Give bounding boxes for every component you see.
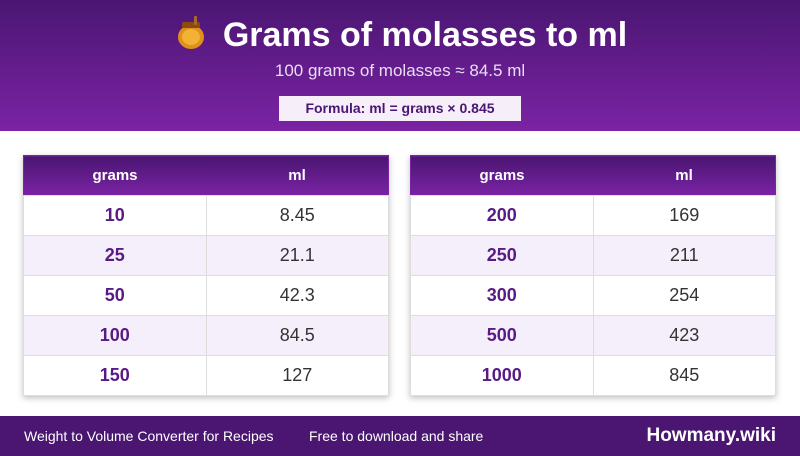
- column-header: ml: [593, 155, 776, 196]
- cell: 845: [592, 355, 776, 396]
- header: Grams of molasses to ml 100 grams of mol…: [0, 0, 800, 131]
- cell: 100: [23, 315, 207, 356]
- column-header: grams: [23, 155, 206, 196]
- cell: 84.5: [205, 315, 389, 356]
- row: 10 8.45: [23, 195, 389, 236]
- cell: 250: [410, 235, 594, 276]
- cell: 50: [23, 275, 207, 316]
- row: 250 211: [410, 235, 776, 276]
- table: grams ml 200 169 250 211 300 254 500 423 1000 845: [410, 155, 776, 396]
- cell: 127: [205, 355, 389, 396]
- header-row: grams ml: [410, 155, 776, 196]
- formula: Formula: ml = grams × 0.845: [279, 96, 521, 121]
- cell: 300: [410, 275, 594, 316]
- footer: Weight to Volume Converter for Recipes F…: [0, 416, 800, 456]
- honey-pot-icon: [177, 16, 204, 49]
- cell: 10: [23, 195, 207, 236]
- cell: 42.3: [205, 275, 389, 316]
- subtitle: 100 grams of molasses ≈ 84.5 ml: [274, 61, 526, 80]
- header-row: grams ml: [23, 155, 389, 196]
- title: Grams of molasses to ml: [222, 16, 628, 54]
- cell: 254: [592, 275, 776, 316]
- cell: 25: [23, 235, 207, 276]
- cell: 211: [592, 235, 776, 276]
- row: 200 169: [410, 195, 776, 236]
- row: 150 127: [23, 355, 389, 396]
- cell: 169: [592, 195, 776, 236]
- cell: 150: [23, 355, 207, 396]
- cell: 200: [410, 195, 594, 236]
- title-row: Grams of molasses to ml: [0, 14, 800, 56]
- footer-text: Free to download and share: [309, 428, 484, 444]
- cell: 21.1: [205, 235, 389, 276]
- row: 50 42.3: [23, 275, 389, 316]
- row: 500 423: [410, 315, 776, 356]
- cell: 8.45: [205, 195, 389, 236]
- table: grams ml 10 8.45 25 21.1 50 42.3 100 84.5 150 127: [23, 155, 389, 396]
- column-header: ml: [206, 155, 389, 196]
- row: 25 21.1: [23, 235, 389, 276]
- row: 1000 845: [410, 355, 776, 396]
- row: 300 254: [410, 275, 776, 316]
- cell: 423: [592, 315, 776, 356]
- cell: 1000: [410, 355, 594, 396]
- brand[interactable]: Howmany.wiki: [646, 425, 776, 446]
- row: 100 84.5: [23, 315, 389, 356]
- cell: 500: [410, 315, 594, 356]
- column-header: grams: [410, 155, 593, 196]
- footer-text: Weight to Volume Converter for Recipes: [24, 428, 274, 444]
